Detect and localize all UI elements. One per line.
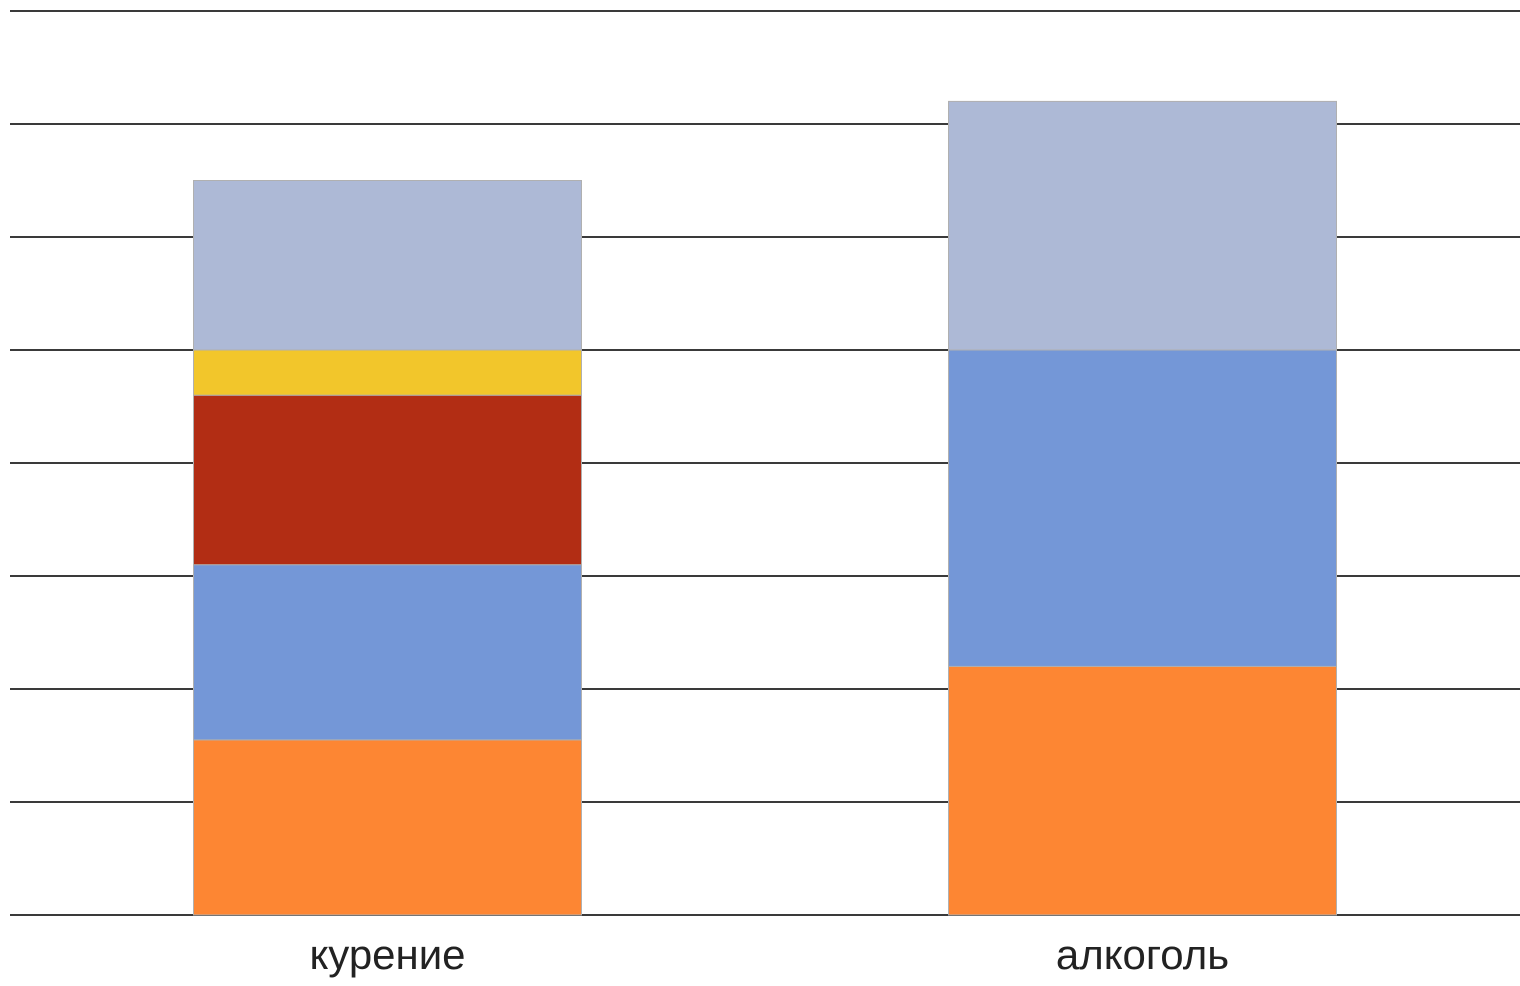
bar-segment [948, 100, 1337, 351]
bar-segment [193, 564, 582, 741]
bar-segment [948, 349, 1337, 667]
bar-segment [193, 349, 582, 396]
bar-segment [948, 665, 1337, 916]
bar-segment [193, 180, 582, 351]
bar-segment [193, 739, 582, 916]
bar-segment [193, 394, 582, 566]
x-tick-label: курение [309, 931, 465, 978]
x-tick-label: алкоголь [1056, 931, 1229, 978]
